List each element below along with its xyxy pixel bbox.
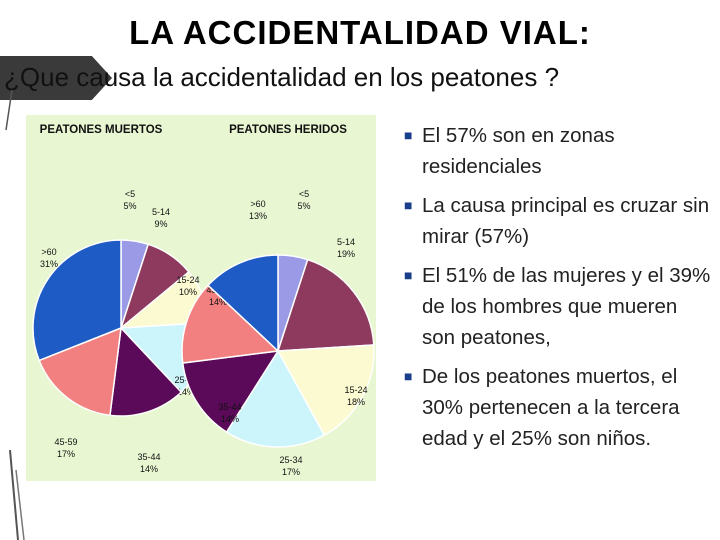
bullet-text: El 57% son en zonas residenciales bbox=[422, 124, 615, 178]
slice-label: 15-24 bbox=[176, 275, 199, 285]
slice-label: 5-14 bbox=[337, 237, 355, 247]
slice-percent-label: 9% bbox=[154, 219, 167, 229]
slice-label: 45-59 bbox=[54, 437, 77, 447]
pie-slice bbox=[181, 284, 280, 364]
slide-subtitle: ¿Que causa la accidentalidad en los peat… bbox=[4, 62, 560, 92]
pie-slice bbox=[225, 349, 326, 448]
bullet-marker-icon: ■ bbox=[404, 267, 413, 283]
bullet-list: ■ El 57% son en zonas residenciales ■ La c… bbox=[404, 120, 714, 462]
bullet-item-1: ■ El 57% son en zonas residenciales bbox=[404, 120, 714, 182]
bullet-marker-icon: ■ bbox=[404, 127, 413, 143]
slice-label: >60 bbox=[41, 247, 56, 257]
slice-percent-label: 5% bbox=[297, 201, 310, 211]
pie-slice bbox=[38, 326, 122, 417]
slice-percent-label: 17% bbox=[57, 449, 75, 459]
slice-label: 35-44 bbox=[137, 452, 160, 462]
bullet-item-3: ■ El 51% de las mujeres y el 39% de los h… bbox=[404, 260, 714, 353]
slice-label: <5 bbox=[125, 189, 135, 199]
bullet-marker-icon: ■ bbox=[404, 368, 413, 384]
pie-title: PEATONES HERIDOS bbox=[229, 124, 347, 136]
bullet-text: La causa principal es cruzar sin mirar (… bbox=[422, 194, 710, 248]
pie-slice bbox=[109, 326, 183, 417]
bullet-item-2: ■ La causa principal es cruzar sin mirar … bbox=[404, 190, 714, 252]
slice-percent-label: 14% bbox=[209, 297, 227, 307]
pie-charts-svg: PEATONES MUERTOS <5 5% 5-14 9% 15-24 10% 25-34 1… bbox=[32, 124, 375, 477]
pie-slice bbox=[181, 350, 280, 434]
slice-percent-label: 17% bbox=[282, 467, 300, 477]
pie-charts-panel: PEATONES MUERTOS <5 5% 5-14 9% 15-24 10% 25-34 1… bbox=[26, 115, 376, 481]
decorative-lines bbox=[5, 90, 25, 540]
slice-percent-label: 19% bbox=[337, 249, 355, 259]
bullet-item-4: ■ De los peatones muertos, el 30% pertene… bbox=[404, 361, 714, 454]
slice-percent-label: 13% bbox=[249, 211, 267, 221]
bullet-text: De los peatones muertos, el 30% pertenec… bbox=[422, 365, 680, 450]
slice-percent-label: 31% bbox=[40, 259, 58, 269]
slice-label: >60 bbox=[250, 199, 265, 209]
slice-label: <5 bbox=[299, 189, 309, 199]
slice-percent-label: 14% bbox=[140, 464, 158, 474]
subtitle-tab-decoration bbox=[0, 56, 112, 100]
pie-slice bbox=[206, 254, 279, 353]
pie-slice bbox=[32, 239, 122, 362]
slice-percent-label: 5% bbox=[123, 201, 136, 211]
pie-slice bbox=[276, 258, 375, 352]
slice-percent-label: 10% bbox=[179, 287, 197, 297]
bullet-text: El 51% de las mujeres y el 39% de los ho… bbox=[422, 264, 711, 349]
slice-label: 35-44 bbox=[218, 402, 241, 412]
slice-percent-label: 14% bbox=[177, 387, 195, 397]
slice-label: 15-24 bbox=[344, 385, 367, 395]
slide-title: LA ACCIDENTALIDAD VIAL: bbox=[129, 14, 591, 51]
slice-label: 5-14 bbox=[152, 207, 170, 217]
slice-percent-label: 14% bbox=[221, 414, 239, 424]
bullet-marker-icon: ■ bbox=[404, 197, 413, 213]
pie-slice bbox=[276, 344, 375, 437]
slice-label: 25-34 bbox=[279, 455, 302, 465]
pie-title: PEATONES MUERTOS bbox=[40, 124, 163, 136]
slice-percent-label: 18% bbox=[347, 397, 365, 407]
